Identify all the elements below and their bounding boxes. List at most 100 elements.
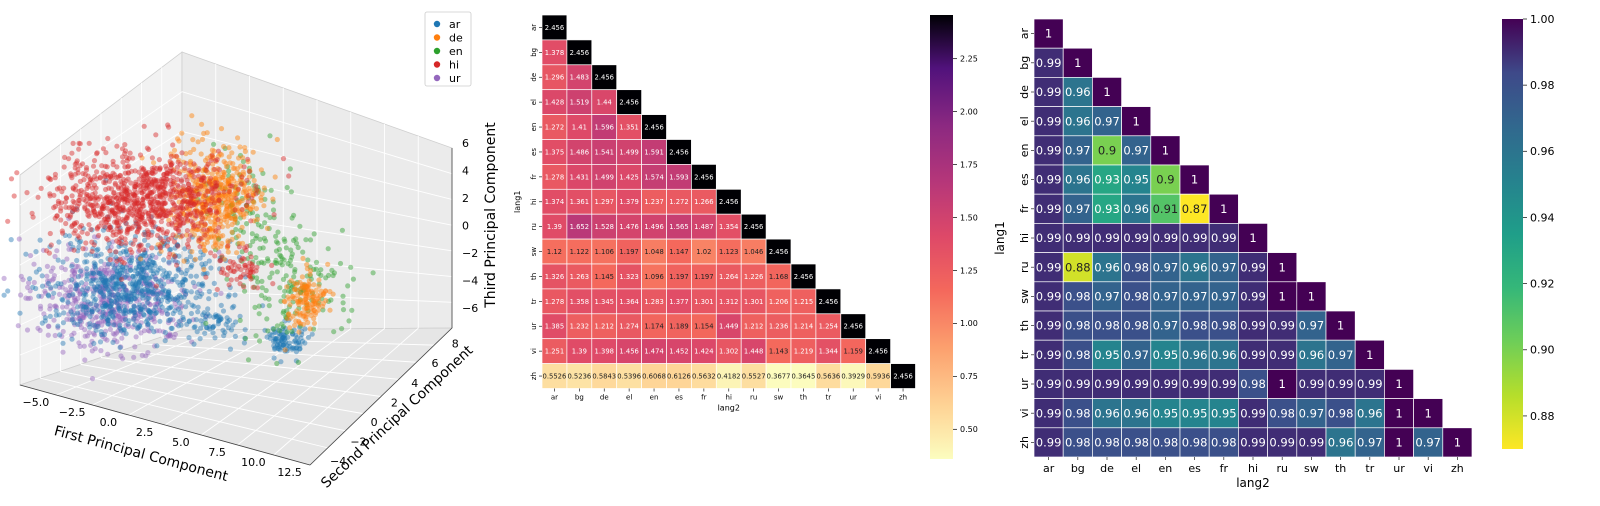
data-point xyxy=(211,280,217,286)
data-point xyxy=(123,178,129,184)
cell-value: 0.98 xyxy=(1123,290,1149,304)
data-point xyxy=(281,308,287,314)
cell-value: 1.301 xyxy=(694,298,713,306)
cell-value: 1.487 xyxy=(694,223,713,231)
data-point xyxy=(221,143,227,150)
data-point xyxy=(93,302,99,308)
data-point xyxy=(297,312,303,318)
data-point xyxy=(192,324,198,330)
data-point xyxy=(292,322,298,328)
data-point xyxy=(104,304,110,310)
data-point xyxy=(159,304,165,310)
data-point xyxy=(159,289,165,295)
data-point xyxy=(166,270,172,276)
data-point xyxy=(101,267,107,273)
data-point xyxy=(253,333,259,339)
data-point xyxy=(63,220,69,227)
data-point xyxy=(50,265,56,271)
data-point xyxy=(11,193,17,199)
data-point xyxy=(117,322,123,328)
cell-value: 1 xyxy=(1279,377,1286,391)
data-point xyxy=(129,196,135,202)
cell-value: 0.99 xyxy=(1036,114,1062,128)
data-point xyxy=(66,205,72,211)
data-point xyxy=(134,200,140,207)
cell-value: 1.106 xyxy=(595,248,614,256)
cell-value: 0.98 xyxy=(1123,319,1149,333)
x-tick-label: ur xyxy=(850,394,857,402)
data-point xyxy=(182,165,188,171)
data-point xyxy=(196,237,202,243)
cell-value: 0.98 xyxy=(1065,290,1091,304)
data-point xyxy=(284,284,290,290)
data-point xyxy=(201,266,207,273)
cell-value: 0.99 xyxy=(1269,436,1295,450)
data-point xyxy=(220,233,226,239)
scatter-points xyxy=(1,113,376,382)
data-point xyxy=(274,323,280,329)
cell-value: 0.98 xyxy=(1065,348,1091,362)
data-point xyxy=(173,194,179,200)
data-point xyxy=(256,303,262,309)
data-point xyxy=(293,318,299,324)
cell-value: 1.147 xyxy=(669,248,688,256)
data-point xyxy=(122,291,128,297)
cell-value: 1.237 xyxy=(644,198,663,206)
data-point xyxy=(186,318,192,325)
data-point xyxy=(130,224,136,230)
cell-value: 0.99 xyxy=(1036,85,1062,99)
data-point xyxy=(185,299,191,305)
data-point xyxy=(91,196,97,202)
data-point xyxy=(199,136,206,142)
data-point xyxy=(124,230,130,236)
data-point xyxy=(152,210,158,216)
data-point xyxy=(137,247,143,253)
data-point xyxy=(111,189,117,196)
data-point xyxy=(195,309,201,315)
data-point xyxy=(131,316,137,323)
cell-value: 1.278 xyxy=(545,173,564,181)
data-point xyxy=(315,302,321,308)
data-point xyxy=(339,326,345,332)
data-point xyxy=(162,200,169,206)
cell-value: 1.398 xyxy=(595,348,614,356)
cell-value: 1.374 xyxy=(545,198,564,206)
data-point xyxy=(287,315,293,321)
x-tick-label: th xyxy=(1335,462,1346,475)
cell-value: 0.99 xyxy=(1123,377,1149,391)
data-point xyxy=(77,268,84,274)
cell-value: 1.431 xyxy=(570,173,589,181)
cell-value: 0.96 xyxy=(1065,114,1091,128)
data-point xyxy=(71,297,77,303)
data-point xyxy=(259,191,265,197)
data-point xyxy=(117,250,124,256)
cell-value: 1.272 xyxy=(669,198,688,206)
data-point xyxy=(185,181,191,187)
y-tick-label: ru xyxy=(1018,261,1031,273)
cell-value: 1 xyxy=(1045,27,1052,41)
data-point xyxy=(149,155,155,161)
data-point xyxy=(95,323,101,329)
distance-heatmap: 2.456 1.378 2.456 1.296 1.483 2.456 1.428 1.519… xyxy=(513,14,978,459)
data-point xyxy=(288,189,294,195)
data-point xyxy=(307,237,314,243)
data-point xyxy=(51,205,57,211)
data-point xyxy=(206,288,212,295)
x-tick-label: ru xyxy=(750,394,757,402)
cell-value: 1.378 xyxy=(545,49,564,57)
data-point xyxy=(33,269,40,275)
data-point xyxy=(273,336,279,342)
data-point xyxy=(15,323,21,329)
data-point xyxy=(165,122,171,128)
data-point xyxy=(141,231,147,237)
data-point xyxy=(309,331,315,337)
data-point xyxy=(68,171,74,177)
data-point xyxy=(140,295,146,301)
data-point xyxy=(215,217,221,223)
data-point xyxy=(154,343,160,349)
x-tick-label: de xyxy=(1100,462,1114,475)
data-point xyxy=(168,162,174,168)
colorbar-tick-label: 1.25 xyxy=(960,266,978,275)
data-point xyxy=(345,283,351,289)
data-point xyxy=(254,275,260,281)
